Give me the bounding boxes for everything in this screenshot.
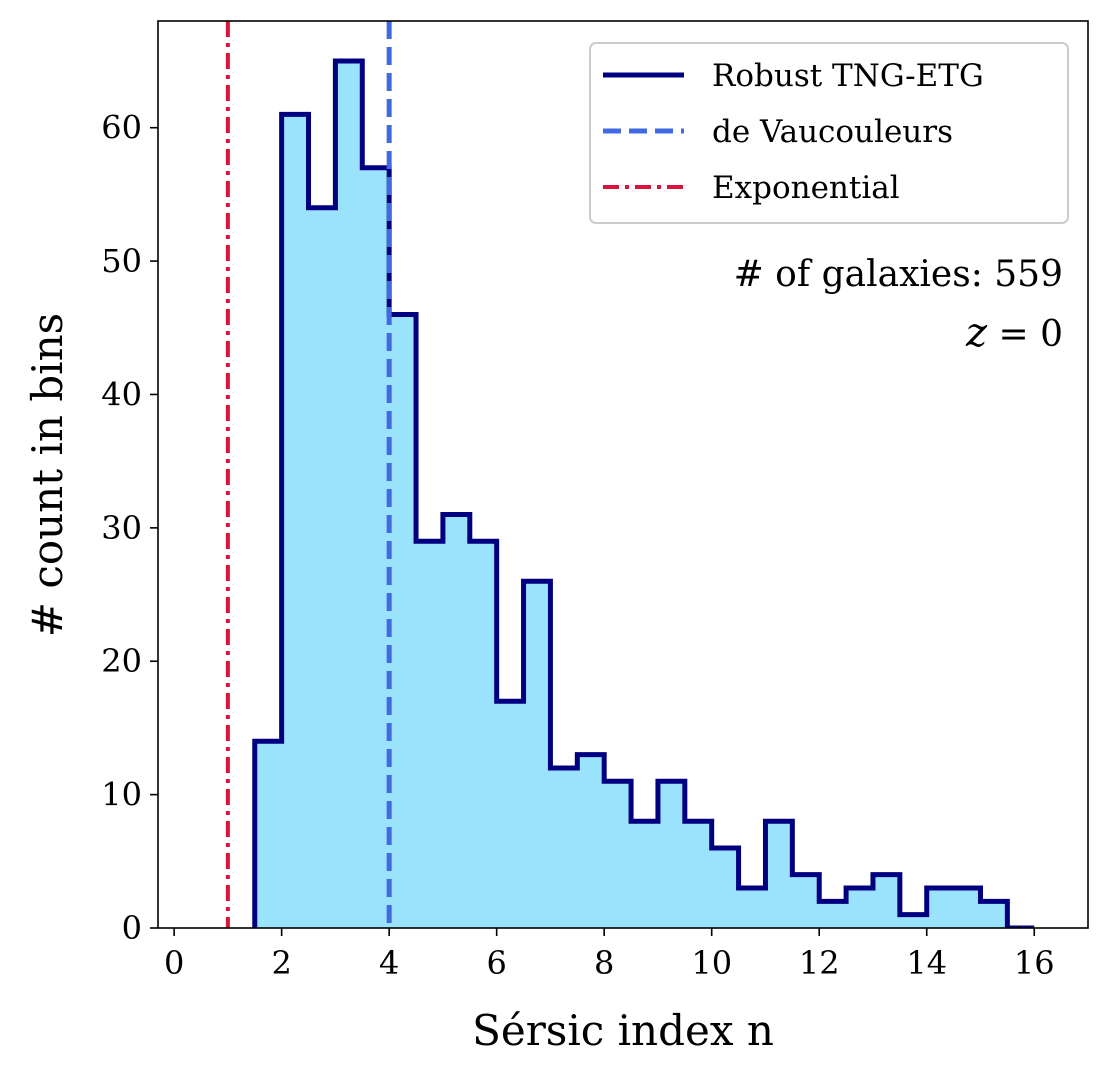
histogram-bar-7 — [416, 541, 444, 928]
histogram-bar-10 — [496, 701, 525, 928]
histogram-bar-12 — [550, 767, 578, 928]
histogram-bar-27 — [953, 887, 982, 928]
histogram-bar-21 — [792, 874, 820, 928]
x-axis-title: Sérsic index n — [472, 1006, 774, 1055]
legend-label-de-vaucouleurs: de Vaucouleurs — [712, 114, 953, 150]
histogram-bar-16 — [657, 781, 686, 928]
axis-ticks: 0 2 4 6 8 10 12 14 16 0 10 20 30 40 50 60 — [101, 109, 1054, 982]
y-tick-label-0: 0 — [122, 909, 142, 947]
histogram-bar-20 — [765, 821, 793, 928]
legend-box — [589, 42, 1069, 224]
x-tick-label-2: 2 — [271, 944, 291, 982]
y-tick-label-30: 30 — [101, 509, 142, 547]
histogram-bar-25 — [899, 914, 928, 928]
histogram-bar-24 — [872, 874, 901, 928]
axes-frame — [157, 20, 1089, 929]
histogram-bar-9 — [469, 541, 498, 928]
legend-label-exponential: Exponential — [712, 170, 900, 206]
redshift-value: = 0 — [987, 314, 1063, 355]
histogram-bar-11 — [523, 581, 552, 928]
histogram-bar-23 — [846, 887, 874, 928]
histogram-bar-6 — [389, 314, 417, 928]
histogram-bar-28 — [980, 901, 1008, 928]
y-tick-label-10: 10 — [101, 776, 142, 814]
histogram-bar-26 — [926, 887, 955, 928]
y-tick-label-60: 60 — [101, 109, 142, 147]
x-tick-label-0: 0 — [164, 944, 184, 982]
y-axis-title: # count in bins — [23, 313, 72, 637]
histogram-bar-5 — [362, 167, 390, 928]
histogram-bar-2 — [281, 114, 310, 928]
x-tick-label-16: 16 — [1014, 944, 1055, 982]
histogram-bar-13 — [577, 754, 605, 928]
histogram-bar-3 — [308, 207, 336, 928]
histogram-bar-4 — [335, 61, 363, 928]
redshift-variable: z — [965, 310, 988, 356]
x-tick-label-12: 12 — [799, 944, 840, 982]
histogram-bar-14 — [604, 781, 632, 928]
plot-area — [157, 20, 1089, 929]
histogram-step-outline — [252, 58, 1035, 928]
histogram-bar-8 — [442, 514, 471, 928]
x-tick-label-10: 10 — [691, 944, 732, 982]
histogram-bar-22 — [819, 901, 847, 928]
legend: Robust TNG-ETG de Vaucouleurs Exponentia… — [589, 42, 1069, 224]
x-tick-label-6: 6 — [486, 944, 506, 982]
legend-label-robust-tng-etg: Robust TNG-ETG — [712, 58, 984, 94]
x-tick-label-8: 8 — [594, 944, 614, 982]
x-tick-label-14: 14 — [906, 944, 947, 982]
histogram-bar-1 — [254, 741, 283, 928]
histogram-bar-18 — [711, 847, 740, 928]
histogram-bar-17 — [684, 821, 713, 928]
galaxy-count-annotation: # of galaxies: 559 — [734, 254, 1063, 295]
redshift-annotation: z = 0 — [965, 310, 1063, 356]
x-tick-label-4: 4 — [379, 944, 399, 982]
histogram-bar-19 — [738, 887, 767, 928]
histogram-bar-15 — [631, 821, 659, 928]
y-tick-label-50: 50 — [101, 242, 142, 280]
y-tick-label-40: 40 — [101, 375, 142, 413]
y-tick-label-20: 20 — [101, 642, 142, 680]
